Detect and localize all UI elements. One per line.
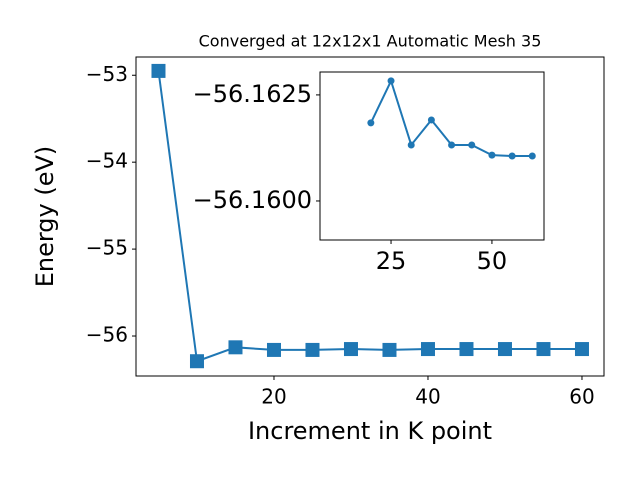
y-axis-label: Energy (eV) <box>31 146 59 288</box>
marker <box>382 342 397 357</box>
marker <box>536 342 551 357</box>
marker <box>488 151 496 159</box>
marker <box>528 152 536 160</box>
y-tick-label: −56 <box>86 323 128 347</box>
marker <box>448 141 456 149</box>
marker <box>468 141 476 149</box>
x-axis-label: Increment in K point <box>248 417 492 445</box>
y-tick-label: −55 <box>86 236 128 260</box>
marker <box>228 340 243 355</box>
marker <box>387 77 395 85</box>
marker <box>497 342 512 357</box>
marker <box>459 342 474 357</box>
y-tick-label: −54 <box>86 149 128 173</box>
marker <box>420 342 435 357</box>
x-tick-label: 40 <box>415 385 440 409</box>
marker <box>508 152 516 160</box>
x-tick-label: 50 <box>477 247 508 275</box>
marker <box>189 354 204 369</box>
marker <box>574 342 589 357</box>
y-tick-label: −56.1625 <box>193 80 312 108</box>
marker <box>343 342 358 357</box>
x-tick-label: 25 <box>376 247 407 275</box>
marker <box>266 342 281 357</box>
marker <box>151 63 166 78</box>
marker <box>407 141 415 149</box>
marker <box>427 116 435 124</box>
chart-title: Converged at 12x12x1 Automatic Mesh 35 <box>199 32 542 51</box>
y-tick-label: −53 <box>86 62 128 86</box>
marker <box>367 119 375 127</box>
marker <box>305 342 320 357</box>
x-tick-label: 60 <box>569 385 594 409</box>
y-tick-label: −56.1600 <box>193 186 312 214</box>
x-tick-label: 20 <box>261 385 286 409</box>
